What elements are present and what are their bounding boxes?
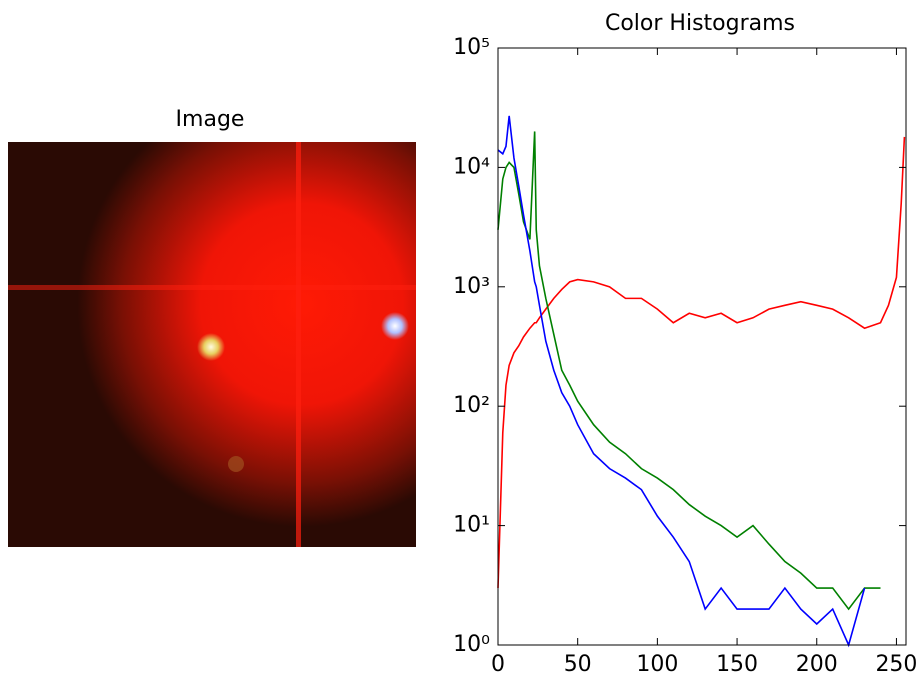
series-line bbox=[497, 131, 881, 611]
y-tick-label: 10⁵ bbox=[453, 35, 490, 60]
image-spike bbox=[8, 285, 416, 290]
x-tick-label: 100 bbox=[636, 652, 678, 677]
y-tick-label: 10² bbox=[453, 393, 490, 418]
y-tick-label: 10⁰ bbox=[453, 632, 490, 657]
image-title: Image bbox=[176, 107, 245, 132]
x-tick-label: 50 bbox=[564, 652, 592, 677]
series-line bbox=[497, 115, 866, 648]
y-tick-label: 10¹ bbox=[453, 513, 490, 538]
image-star bbox=[381, 312, 409, 340]
plot-frame bbox=[497, 47, 907, 646]
image-spike bbox=[296, 142, 301, 547]
x-tick-label: 0 bbox=[491, 652, 505, 677]
y-tick-label: 10⁴ bbox=[453, 154, 490, 179]
image-star bbox=[197, 333, 225, 361]
chart-title: Color Histograms bbox=[605, 11, 795, 36]
series-line bbox=[497, 136, 906, 589]
x-tick-label: 250 bbox=[875, 652, 917, 677]
y-tick-label: 10³ bbox=[453, 274, 490, 299]
image-panel: Image bbox=[8, 107, 416, 547]
image-star bbox=[228, 456, 244, 472]
x-tick-label: 200 bbox=[796, 652, 838, 677]
x-tick-label: 150 bbox=[716, 652, 758, 677]
